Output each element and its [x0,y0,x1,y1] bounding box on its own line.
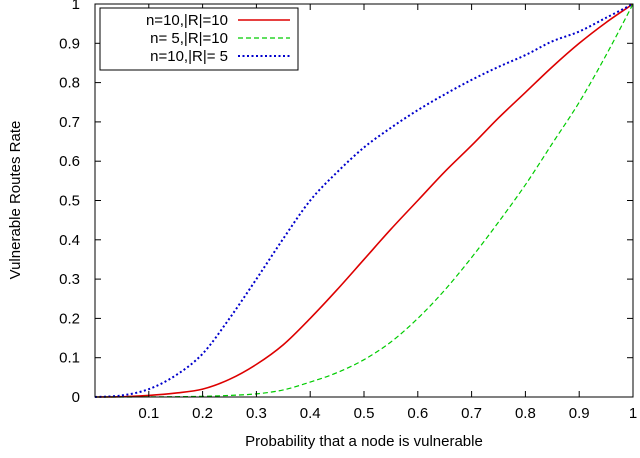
x-tick-label: 0.3 [246,405,267,422]
y-tick-labels: 0 0.1 0.2 0.3 0.4 0.5 0.6 0.7 0.8 0.9 1 [59,0,80,406]
x-tick-label: 0.7 [461,405,482,422]
legend-box [99,7,299,71]
legend-label-1: n=10,|R|=10 [146,12,228,29]
x-tick-label: 0.8 [515,405,536,422]
y-tick-label: 0.8 [59,75,80,92]
y-tick-label: 0.2 [59,310,80,327]
y-tick-label: 0.3 [59,271,80,288]
legend-label-2: n= 5,|R|=10 [150,30,228,47]
y-axis-label: Vulnerable Routes Rate [7,121,24,280]
y-tick-label: 1 [72,0,80,13]
y-tick-label: 0.1 [59,350,80,367]
y-tick-marks [95,3,633,398]
y-tick-label: 0.4 [59,232,80,249]
series-line-1 [94,3,634,398]
x-tick-label: 0.6 [407,405,428,422]
y-tick-label: 0.6 [59,153,80,170]
x-tick-label: 0.4 [300,405,321,422]
y-tick-label: 0 [72,389,80,406]
legend-entries: n=10,|R|=10n= 5,|R|=10n=10,|R|= 5 [146,12,290,65]
x-tick-label: 0.5 [354,405,375,422]
y-tick-label: 0.7 [59,114,80,131]
legend-label-3: n=10,|R|= 5 [150,48,228,65]
x-tick-labels: 0.1 0.2 0.3 0.4 0.5 0.6 0.7 0.8 0.9 1 [138,405,637,422]
x-tick-label: 0.2 [192,405,213,422]
x-tick-label: 1 [629,405,637,422]
y-tick-label: 0.5 [59,193,80,210]
legend: n=10,|R|=10n= 5,|R|=10n=10,|R|= 5 [99,7,299,71]
series-line-3 [94,3,634,398]
x-axis-label: Probability that a node is vulnerable [245,433,483,450]
x-tick-label: 0.9 [569,405,590,422]
y-tick-label: 0.9 [59,35,80,52]
x-tick-label: 0.1 [138,405,159,422]
